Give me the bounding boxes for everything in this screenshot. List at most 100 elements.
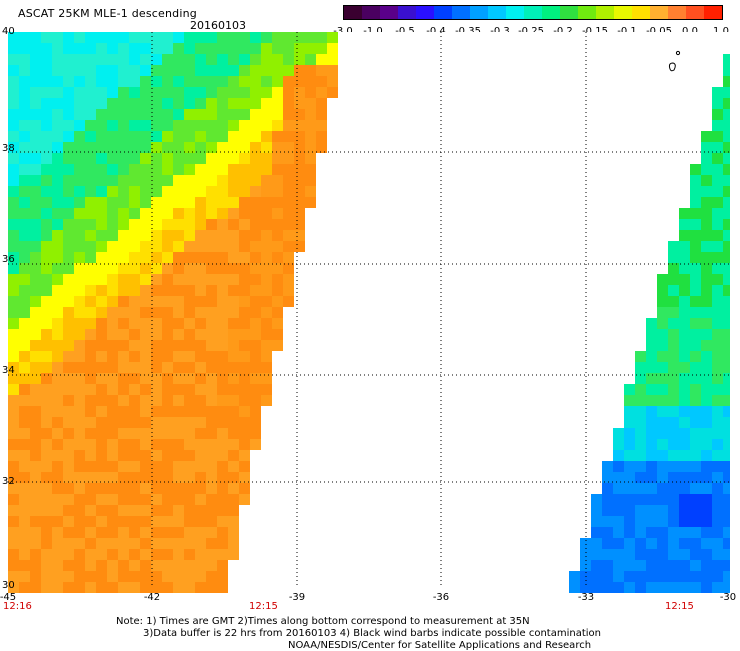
wind-cell [129, 32, 140, 43]
wind-cell [217, 483, 228, 494]
wind-cell [305, 131, 316, 142]
wind-cell [712, 153, 723, 164]
wind-cell [228, 131, 239, 142]
wind-cell [85, 263, 96, 274]
wind-cell [272, 65, 283, 76]
wind-cell [19, 351, 30, 362]
wind-cell [74, 263, 85, 274]
wind-cell [195, 406, 206, 417]
wind-cell [129, 516, 140, 527]
wind-cell [184, 296, 195, 307]
wind-cell [668, 296, 679, 307]
wind-cell [701, 406, 712, 417]
wind-cell [74, 505, 85, 516]
wind-cell [63, 472, 74, 483]
wind-cell [195, 428, 206, 439]
wind-cell [74, 65, 85, 76]
wind-cell [690, 362, 701, 373]
wind-cell [184, 428, 195, 439]
wind-cell [239, 65, 250, 76]
colorbar-segment [344, 6, 362, 19]
time-label-left: 12:16 [3, 601, 32, 612]
wind-cell [272, 252, 283, 263]
wind-cell [701, 428, 712, 439]
wind-cell [228, 406, 239, 417]
wind-cell [173, 98, 184, 109]
wind-cell [723, 505, 730, 516]
wind-cell [250, 384, 261, 395]
wind-cell [162, 109, 173, 120]
wind-cell [19, 186, 30, 197]
wind-cell [107, 87, 118, 98]
wind-cell [701, 340, 712, 351]
wind-cell [228, 461, 239, 472]
wind-cell [250, 362, 261, 373]
wind-cell [8, 285, 19, 296]
wind-cell [173, 32, 184, 43]
wind-cell [712, 186, 723, 197]
wind-cell [85, 395, 96, 406]
wind-cell [107, 241, 118, 252]
wind-cell [646, 582, 657, 593]
wind-cell [8, 32, 19, 43]
wind-cell [151, 483, 162, 494]
wind-cell [30, 560, 41, 571]
wind-cell [646, 516, 657, 527]
wind-cell [151, 175, 162, 186]
wind-cell [272, 76, 283, 87]
wind-cell [217, 252, 228, 263]
wind-cell [63, 384, 74, 395]
wind-cell [19, 340, 30, 351]
wind-cell [52, 43, 63, 54]
wind-cell [261, 384, 272, 395]
wind-cell [129, 131, 140, 142]
wind-cell [294, 43, 305, 54]
wind-cell [151, 43, 162, 54]
wind-cell [250, 241, 261, 252]
wind-cell [30, 329, 41, 340]
wind-cell [206, 54, 217, 65]
wind-cell [701, 131, 712, 142]
wind-cell [162, 252, 173, 263]
wind-cell [96, 76, 107, 87]
wind-cell [217, 494, 228, 505]
wind-cell [228, 395, 239, 406]
wind-cell [52, 153, 63, 164]
wind-cell [228, 340, 239, 351]
wind-cell [107, 142, 118, 153]
wind-cell [690, 560, 701, 571]
wind-cell [107, 505, 118, 516]
wind-cell [151, 505, 162, 516]
wind-cell [305, 197, 316, 208]
wind-cell [712, 230, 723, 241]
wind-cell [107, 219, 118, 230]
wind-cell [151, 395, 162, 406]
wind-cell [118, 373, 129, 384]
wind-cell [8, 560, 19, 571]
wind-cell [52, 527, 63, 538]
wind-cell [19, 274, 30, 285]
wind-cell [52, 120, 63, 131]
wind-cell [96, 142, 107, 153]
wind-cell [74, 406, 85, 417]
wind-cell [668, 439, 679, 450]
wind-cell [52, 186, 63, 197]
wind-cell [63, 307, 74, 318]
wind-cell [646, 483, 657, 494]
colorbar-segment [434, 6, 452, 19]
wind-cell [679, 351, 690, 362]
wind-cell [668, 318, 679, 329]
wind-cell [41, 461, 52, 472]
wind-cell [173, 120, 184, 131]
wind-cell [217, 76, 228, 87]
wind-cell [712, 87, 723, 98]
wind-cell [173, 417, 184, 428]
wind-cell [162, 362, 173, 373]
wind-cell [657, 406, 668, 417]
wind-cell [668, 560, 679, 571]
wind-cell [173, 351, 184, 362]
wind-cell [85, 285, 96, 296]
wind-cell [151, 527, 162, 538]
wind-cell [140, 43, 151, 54]
wind-cell [118, 76, 129, 87]
